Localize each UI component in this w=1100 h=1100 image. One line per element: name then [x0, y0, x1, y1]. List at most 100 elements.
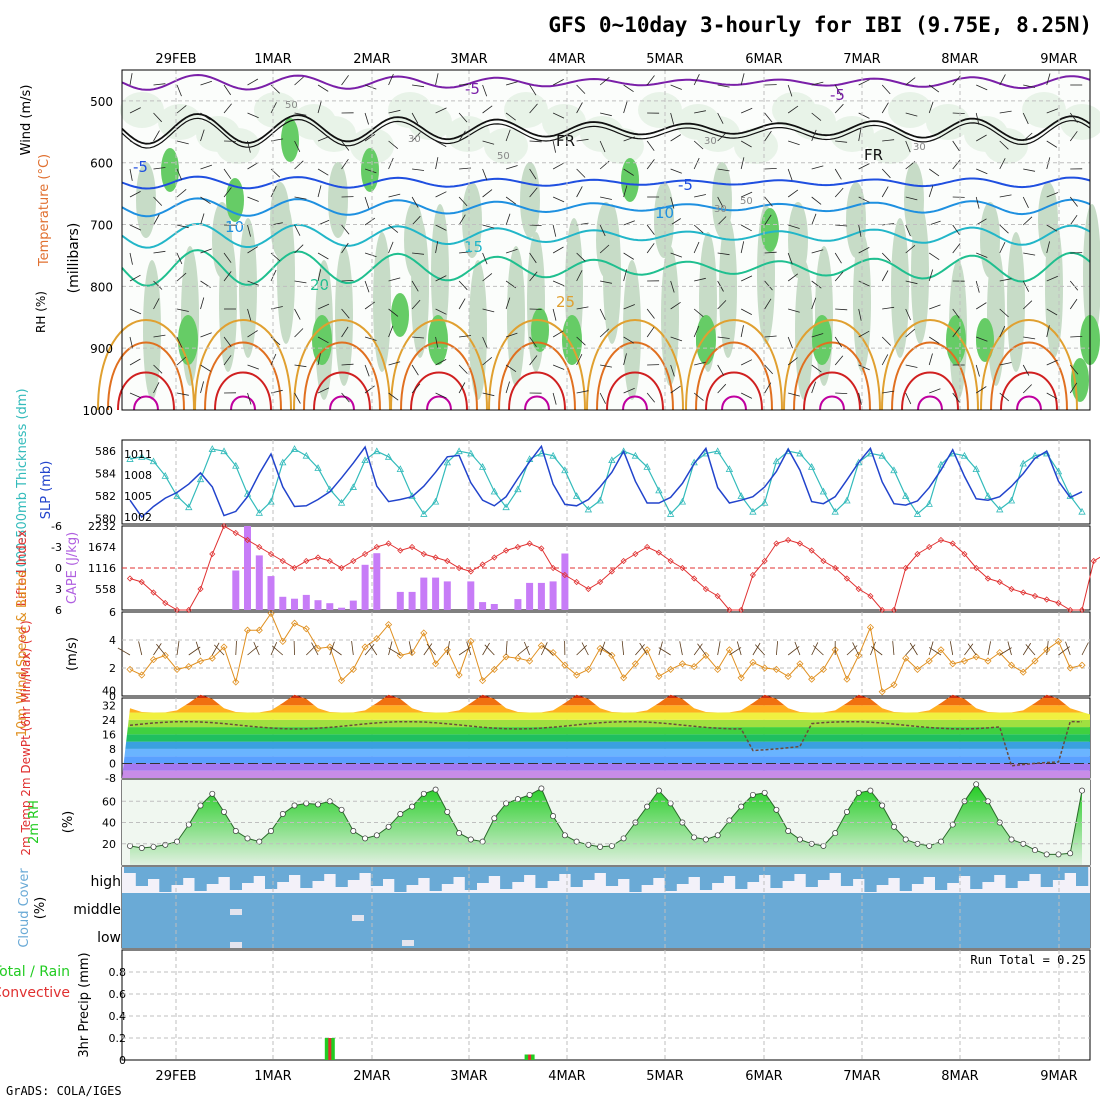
rh-area [130, 784, 1082, 865]
wind-barb [834, 271, 844, 282]
cloud-high-bar [911, 867, 924, 884]
wind-barb [529, 336, 537, 348]
legend-wind: Wind (m/s) [19, 85, 34, 156]
surface-barb [247, 645, 259, 656]
wind-barb [764, 112, 773, 123]
wind-barb [153, 112, 162, 123]
surface-barb [905, 644, 916, 656]
wind-marker [690, 663, 698, 671]
li-marker [267, 550, 275, 558]
wind-barb [646, 243, 655, 254]
surface-barb [426, 643, 436, 656]
wind-barb [764, 251, 777, 254]
cloud-high-bar [1029, 867, 1042, 874]
wind-barb [999, 325, 1006, 338]
wind-barb [435, 275, 447, 282]
surface-barb [1007, 641, 1012, 656]
cloud-high-bar [570, 867, 583, 887]
wind-barb [670, 196, 675, 209]
cloud-high-bar [852, 867, 865, 879]
thickness-marker [384, 452, 393, 460]
li-marker [279, 557, 286, 565]
precip-tick: 0.4 [109, 1010, 127, 1023]
wind-barb [999, 140, 1009, 150]
wind-barb [529, 84, 537, 96]
wind-barb [482, 273, 493, 282]
wind-barb [176, 84, 182, 97]
wind-barb [505, 332, 518, 338]
rh-marker [726, 817, 733, 824]
cloud-high-bar [394, 867, 407, 892]
wind-barb [294, 244, 304, 254]
wind-barb [623, 168, 634, 176]
rh-marker [362, 835, 369, 842]
grads-footer: GrADS: COLA/IGES [6, 1084, 122, 1098]
wind-barb [576, 138, 589, 142]
precip-total-label: Total / Rain [0, 964, 70, 980]
wind-barb [740, 73, 745, 86]
wind-barb [129, 252, 133, 265]
temp-tick: 0 [109, 757, 116, 770]
precip-axis-label: 3hr Precip (mm) [77, 952, 92, 1057]
wind-barb [764, 196, 773, 207]
wind-barb [740, 224, 752, 232]
wind-marker [843, 675, 851, 683]
thickness-marker [666, 510, 675, 517]
rh-marker [444, 808, 451, 815]
wind-barb [811, 165, 824, 170]
wind-barb [294, 328, 304, 338]
wind-barb [740, 140, 752, 148]
wind-barb [317, 84, 329, 92]
wind-barb [505, 196, 517, 205]
rh-tick: 20 [102, 838, 116, 851]
wind-barb [482, 252, 488, 265]
rh-column [143, 260, 161, 400]
thickness-tick: 582 [95, 490, 116, 503]
temp-band [122, 741, 1090, 749]
rh-marker [315, 801, 321, 808]
thickness-marker [302, 451, 310, 459]
li-marker [914, 550, 921, 558]
rh-column [1038, 182, 1058, 258]
slp-line [129, 444, 1083, 519]
cloud-high-bar [817, 867, 830, 880]
rh-column [596, 202, 616, 278]
contour-10 [121, 197, 1091, 218]
cloud-high-bar [441, 867, 454, 884]
thickness-marker [631, 451, 640, 459]
wind-barb [247, 162, 259, 170]
li-marker [843, 575, 851, 582]
wind-barb [411, 383, 421, 394]
contour-warm-loop [498, 341, 576, 411]
contour-warm-loop [819, 395, 845, 411]
wind-barb [835, 308, 848, 311]
wind-barb [834, 336, 843, 348]
dewpoint-line [129, 720, 1083, 767]
wind-barb [835, 224, 848, 227]
li-marker [937, 536, 945, 544]
contour-warm-loop [107, 341, 185, 411]
li-marker [314, 554, 322, 561]
wind-barb [693, 157, 700, 170]
wind-barb [341, 326, 349, 338]
li-marker [585, 585, 592, 593]
wind-barb [693, 224, 704, 234]
wind-barb [929, 220, 941, 226]
thickness-tick: 584 [95, 468, 116, 481]
li-marker [444, 557, 451, 565]
wind-barb [600, 196, 612, 200]
wind-barb [153, 364, 163, 374]
legend-temperature: Temperature (°C) [37, 154, 52, 267]
wind-barb [811, 381, 816, 394]
thickness-panel-frame [121, 439, 1091, 525]
slp-tick: 1005 [124, 490, 152, 503]
wind-barb [975, 112, 980, 125]
wind-barb [153, 334, 166, 338]
cloud-high-bar [617, 867, 630, 879]
wind-barb [129, 336, 134, 349]
thickness-marker [960, 451, 969, 459]
wind-marker [761, 664, 769, 672]
thickness-marker [808, 463, 816, 470]
wind-barb [459, 335, 472, 338]
li-marker [608, 568, 615, 575]
